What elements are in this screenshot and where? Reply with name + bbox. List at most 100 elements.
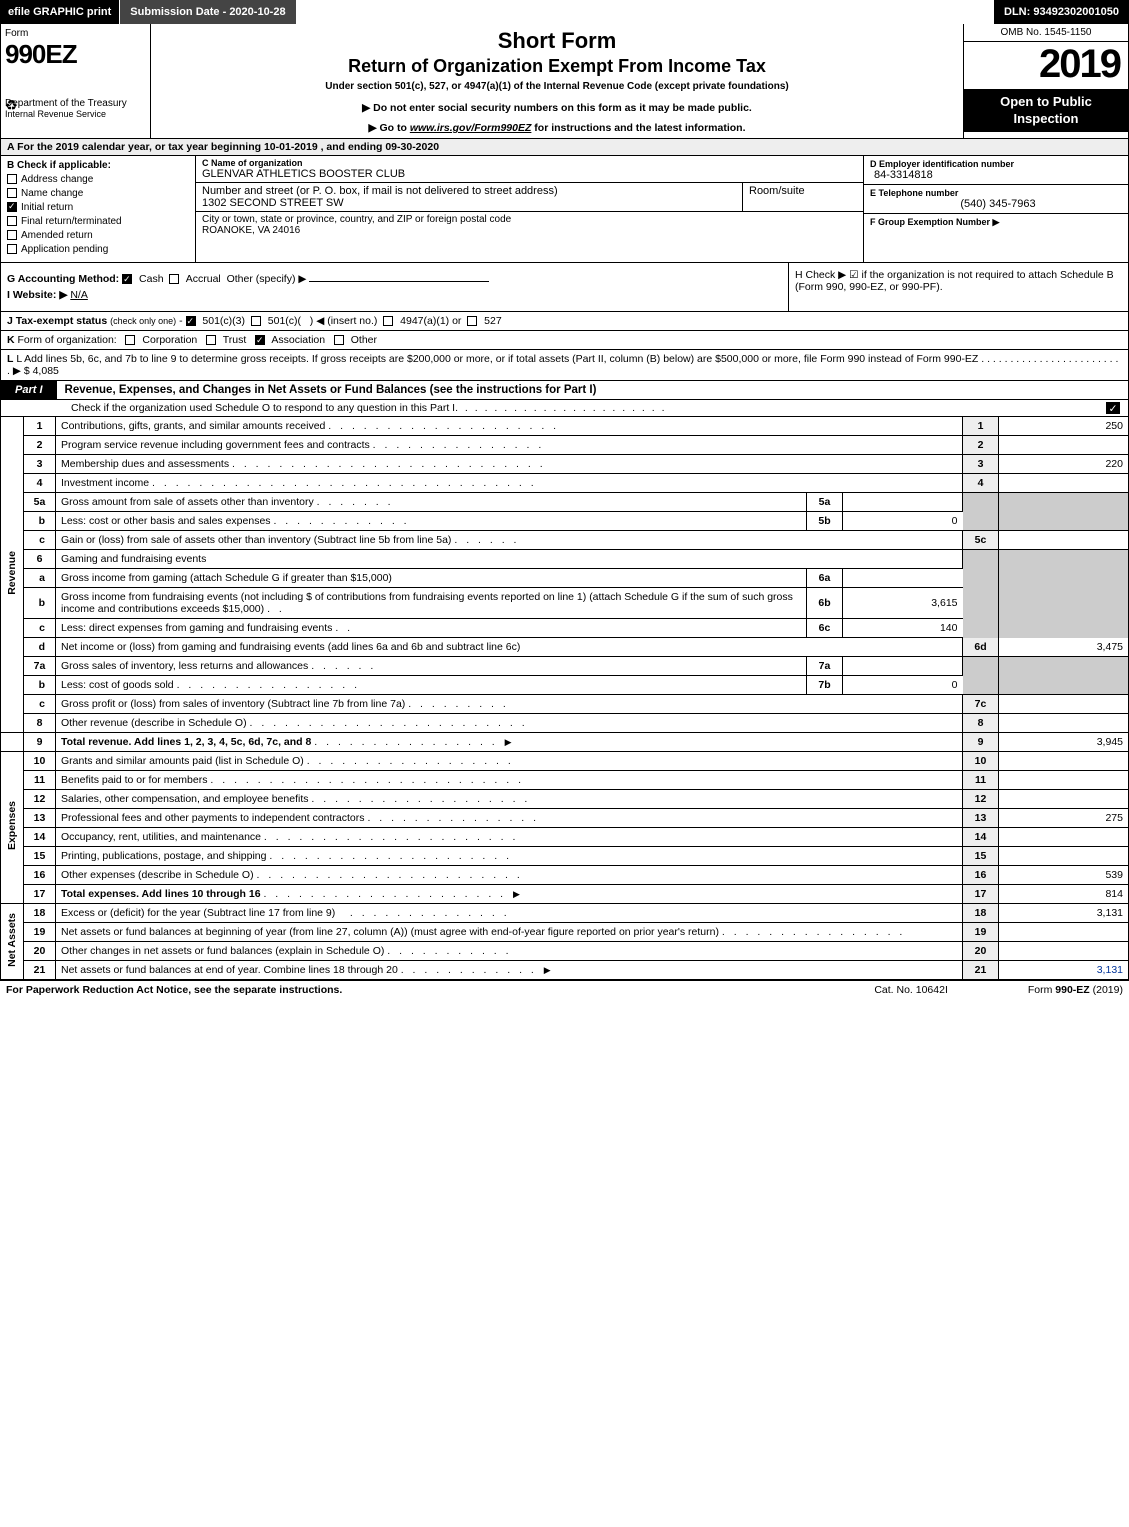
efile-print-button[interactable]: efile GRAPHIC print bbox=[0, 0, 120, 24]
info-block: B Check if applicable: Address change Na… bbox=[0, 156, 1129, 263]
dln-label: DLN: 93492302001050 bbox=[994, 0, 1129, 24]
chk-accrual[interactable] bbox=[169, 274, 179, 284]
line-16-desc: Other expenses (describe in Schedule O) … bbox=[56, 866, 963, 885]
line-5ab-shade-val bbox=[999, 493, 1129, 531]
chk-address-change[interactable]: Address change bbox=[7, 174, 189, 185]
line-7a-desc: Gross sales of inventory, less returns a… bbox=[56, 657, 807, 676]
line-7b-mval: 0 bbox=[843, 676, 963, 695]
line-21-val: 3,131 bbox=[999, 961, 1129, 980]
line-8-val bbox=[999, 714, 1129, 733]
phone-label: E Telephone number bbox=[870, 188, 1122, 198]
group-exemption-label: F Group Exemption Number ▶ bbox=[870, 217, 1122, 228]
chk-final-return[interactable]: Final return/terminated bbox=[7, 216, 189, 227]
line-3-val: 220 bbox=[999, 455, 1129, 474]
line-11-desc: Benefits paid to or for members . . . . … bbox=[56, 771, 963, 790]
title-short-form: Short Form bbox=[159, 28, 955, 54]
chk-initial-return[interactable]: Initial return bbox=[7, 202, 189, 213]
line-15-col: 15 bbox=[963, 847, 999, 866]
line-17-desc: Total expenses. Add lines 10 through 16 … bbox=[56, 885, 963, 904]
line-8-col: 8 bbox=[963, 714, 999, 733]
line-6a-desc: Gross income from gaming (attach Schedul… bbox=[56, 569, 807, 588]
form-label: Form bbox=[5, 28, 146, 39]
line-3-desc: Membership dues and assessments . . . . … bbox=[56, 455, 963, 474]
line-11-col: 11 bbox=[963, 771, 999, 790]
line-18-num: 18 bbox=[24, 904, 56, 923]
line-3-num: 3 bbox=[24, 455, 56, 474]
l-amount: ▶ $ 4,085 bbox=[13, 365, 59, 377]
part1-header: Part I Revenue, Expenses, and Changes in… bbox=[0, 381, 1129, 400]
gih-left: G Accounting Method: Cash Accrual Other … bbox=[1, 263, 788, 311]
chk-amended-return[interactable]: Amended return bbox=[7, 230, 189, 241]
part1-sub: Check if the organization used Schedule … bbox=[0, 400, 1129, 417]
header-sub3: ▶ Go to www.irs.gov/Form990EZ for instru… bbox=[159, 122, 955, 134]
org-name-label: C Name of organization bbox=[202, 158, 857, 168]
line-12-num: 12 bbox=[24, 790, 56, 809]
line-6b-mval: 3,615 bbox=[843, 588, 963, 619]
line-14-val bbox=[999, 828, 1129, 847]
line-6b-desc: Gross income from fundraising events (no… bbox=[56, 588, 807, 619]
gih-right: H Check ▶ ☑ if the organization is not r… bbox=[788, 263, 1128, 311]
line-20-col: 20 bbox=[963, 942, 999, 961]
irs-link[interactable]: www.irs.gov/Form990EZ bbox=[410, 122, 532, 134]
chk-corporation[interactable] bbox=[125, 335, 135, 345]
city-label: City or town, state or province, country… bbox=[202, 214, 857, 225]
line-16-num: 16 bbox=[24, 866, 56, 885]
line-18-col: 18 bbox=[963, 904, 999, 923]
chk-schedule-o[interactable]: ✓ bbox=[1106, 402, 1120, 414]
col-def: D Employer identification number 84-3314… bbox=[863, 156, 1128, 262]
chk-application-pending[interactable]: Application pending bbox=[7, 244, 189, 255]
line-6c-num: c bbox=[24, 619, 56, 638]
line-5a-mval bbox=[843, 493, 963, 512]
chk-association[interactable] bbox=[255, 335, 265, 345]
line-6b-mini: 6b bbox=[807, 588, 843, 619]
chk-501c3[interactable] bbox=[186, 316, 196, 326]
line-11-val bbox=[999, 771, 1129, 790]
chk-cash[interactable] bbox=[122, 274, 132, 284]
line-6c-desc: Less: direct expenses from gaming and fu… bbox=[56, 619, 807, 638]
part1-lines-table: Revenue 1 Contributions, gifts, grants, … bbox=[0, 417, 1129, 980]
line-21-desc: Net assets or fund balances at end of ye… bbox=[56, 961, 963, 980]
org-name-row: C Name of organization GLENVAR ATHLETICS… bbox=[196, 156, 863, 183]
street-label: Number and street (or P. O. box, if mail… bbox=[202, 185, 736, 197]
chk-other-org[interactable] bbox=[334, 335, 344, 345]
col-b: B Check if applicable: Address change Na… bbox=[1, 156, 196, 262]
line-9-val: 3,945 bbox=[999, 733, 1129, 752]
department-label: Department of the Treasury bbox=[5, 98, 146, 109]
line-8-desc: Other revenue (describe in Schedule O) .… bbox=[56, 714, 963, 733]
line-9-desc: Total revenue. Add lines 1, 2, 3, 4, 5c,… bbox=[56, 733, 963, 752]
header-sub: Under section 501(c), 527, or 4947(a)(1)… bbox=[159, 81, 955, 92]
city-state-zip: ROANOKE, VA 24016 bbox=[202, 225, 857, 236]
line-17-col: 17 bbox=[963, 885, 999, 904]
chk-name-change[interactable]: Name change bbox=[7, 188, 189, 199]
line-14-col: 14 bbox=[963, 828, 999, 847]
l-gross-receipts: L L Add lines 5b, 6c, and 7b to line 9 t… bbox=[0, 350, 1129, 381]
k-form-organization: K Form of organization: Corporation Trus… bbox=[0, 331, 1129, 350]
line-21-col: 21 bbox=[963, 961, 999, 980]
chk-501c[interactable] bbox=[251, 316, 261, 326]
title-return: Return of Organization Exempt From Incom… bbox=[159, 56, 955, 77]
header-center: Short Form Return of Organization Exempt… bbox=[151, 24, 963, 138]
line-14-desc: Occupancy, rent, utilities, and maintena… bbox=[56, 828, 963, 847]
line-12-col: 12 bbox=[963, 790, 999, 809]
line-6-desc: Gaming and fundraising events bbox=[56, 550, 963, 569]
chk-527[interactable] bbox=[467, 316, 477, 326]
line-9-col: 9 bbox=[963, 733, 999, 752]
line-4-num: 4 bbox=[24, 474, 56, 493]
chk-trust[interactable] bbox=[206, 335, 216, 345]
street-address: 1302 SECOND STREET SW bbox=[202, 197, 736, 209]
line-7b-desc: Less: cost of goods sold . . . . . . . .… bbox=[56, 676, 807, 695]
website-value: N/A bbox=[70, 289, 88, 301]
inspection-line1: Open to Public bbox=[1000, 94, 1092, 109]
line-1-val: 250 bbox=[999, 417, 1129, 436]
line-2-num: 2 bbox=[24, 436, 56, 455]
phone-value: (540) 345-7963 bbox=[870, 198, 1122, 210]
topbar-spacer bbox=[296, 0, 994, 24]
line-12-val bbox=[999, 790, 1129, 809]
other-specify-input[interactable] bbox=[309, 281, 489, 282]
submission-date: Submission Date - 2020-10-28 bbox=[120, 0, 295, 24]
city-row: City or town, state or province, country… bbox=[196, 212, 863, 238]
chk-4947[interactable] bbox=[383, 316, 393, 326]
line-7c-val bbox=[999, 695, 1129, 714]
line-10-num: 10 bbox=[24, 752, 56, 771]
line-6c-mini: 6c bbox=[807, 619, 843, 638]
